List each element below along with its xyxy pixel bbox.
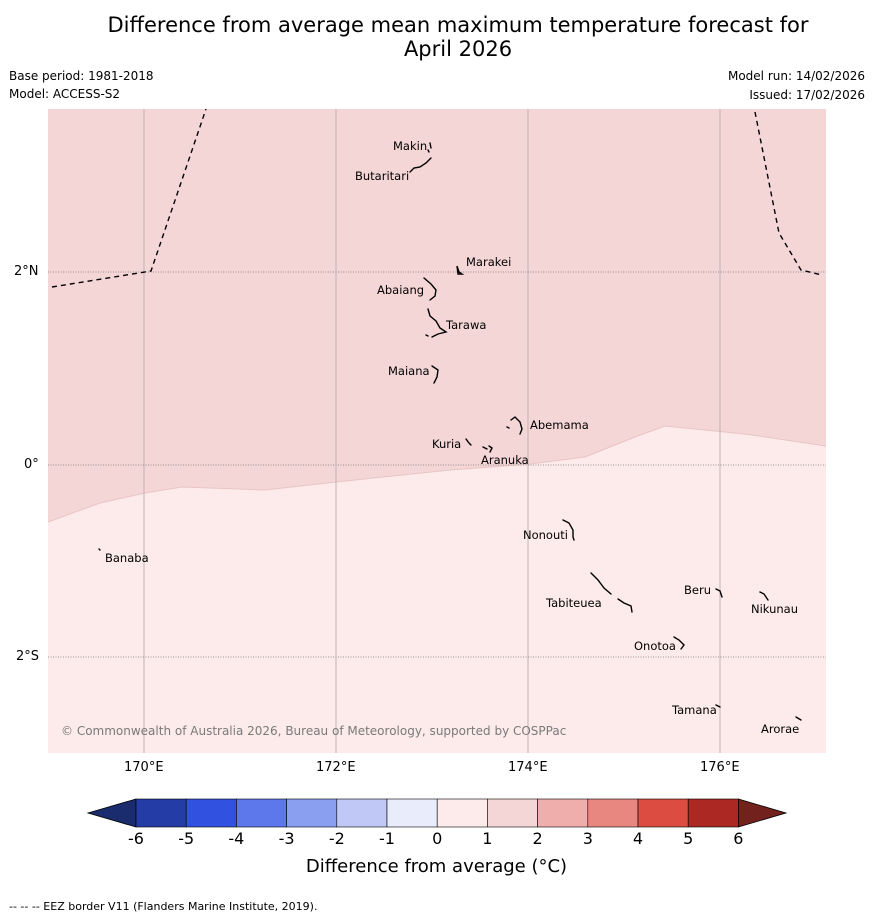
island-butaritari bbox=[409, 157, 432, 173]
eez-border-east bbox=[754, 111, 823, 276]
island-beru bbox=[715, 588, 723, 598]
colorbar-over-triangle bbox=[738, 798, 788, 828]
copyright-notice: © Commonwealth of Australia 2026, Bureau… bbox=[61, 724, 567, 738]
base-period: Base period: 1981-2018 bbox=[9, 69, 154, 83]
label-maiana: Maiana bbox=[388, 364, 430, 378]
colorbar-segment bbox=[236, 798, 287, 828]
island-kuria bbox=[465, 438, 472, 446]
map-title-line1: Difference from average mean maximum tem… bbox=[107, 13, 809, 37]
issued-date: Issued: 17/02/2026 bbox=[749, 88, 865, 102]
lon-label-170e: 170°E bbox=[124, 760, 164, 775]
colorbar-segment bbox=[537, 798, 589, 828]
colorbar-tick-label: -2 bbox=[328, 829, 345, 848]
colorbar-segment bbox=[386, 798, 438, 828]
island-arorae bbox=[795, 716, 802, 721]
lon-label-176e: 176°E bbox=[700, 760, 740, 775]
label-abemama: Abemama bbox=[530, 418, 589, 432]
model-name: Model: ACCESS-S2 bbox=[9, 87, 121, 101]
colorbar-tick-label: 3 bbox=[582, 829, 593, 848]
colorbar-segment bbox=[286, 798, 338, 828]
lon-label-174e: 174°E bbox=[508, 760, 548, 775]
label-arorae: Arorae bbox=[761, 722, 800, 736]
colorbar-segment bbox=[637, 798, 689, 828]
label-kuria: Kuria bbox=[432, 437, 462, 451]
island-abemama bbox=[506, 416, 523, 435]
lat-label-equator: 0° bbox=[24, 457, 39, 472]
colorbar-segment bbox=[687, 798, 739, 828]
eez-border-west bbox=[51, 109, 207, 288]
label-nonouti: Nonouti bbox=[523, 528, 568, 542]
zone-1-to-2 bbox=[48, 109, 826, 522]
label-tamana: Tamana bbox=[672, 703, 717, 717]
colorbar-segment bbox=[587, 798, 639, 828]
label-aranuka: Aranuka bbox=[481, 453, 529, 467]
label-marakei: Marakei bbox=[466, 255, 512, 269]
label-beru: Beru bbox=[684, 583, 711, 597]
label-makin: Makin bbox=[393, 139, 428, 153]
model-run-date: Model run: 14/02/2026 bbox=[727, 69, 865, 83]
colorbar-tick-label: -3 bbox=[278, 829, 295, 848]
label-tabiteuea: Tabiteuea bbox=[546, 596, 602, 610]
island-abaiang bbox=[423, 277, 437, 301]
colorbar-tick-label: 4 bbox=[632, 829, 644, 848]
colorbar-tick-label: 6 bbox=[733, 829, 744, 848]
lon-label-172e: 172°E bbox=[316, 760, 356, 775]
eez-footnote: -- -- -- EEZ border V11 (Flanders Marine… bbox=[9, 900, 318, 913]
label-onotoa: Onotoa bbox=[634, 639, 676, 653]
island-banaba bbox=[98, 548, 101, 551]
island-tamana bbox=[715, 704, 721, 708]
island-onotoa bbox=[673, 636, 685, 650]
colorbar-tick-label: -5 bbox=[178, 829, 195, 848]
colorbar-tick-label: 0 bbox=[432, 829, 443, 848]
lat-label-2s: 2°S bbox=[16, 649, 40, 664]
island-tarawa bbox=[425, 308, 448, 338]
label-banaba: Banaba bbox=[105, 551, 149, 565]
lat-label-2n: 2°N bbox=[14, 264, 39, 279]
island-nikunau bbox=[759, 591, 769, 601]
colorbar-tick-label: -6 bbox=[128, 829, 144, 848]
label-abaiang: Abaiang bbox=[377, 283, 425, 297]
island-tabiteuea bbox=[590, 572, 633, 613]
island-nonouti bbox=[562, 519, 575, 541]
label-tarawa: Tarawa bbox=[446, 318, 487, 332]
colorbar-segment bbox=[185, 798, 237, 828]
island-makin bbox=[427, 142, 432, 153]
colorbar-title: Difference from average (°C) bbox=[305, 856, 568, 877]
colorbar-under-triangle bbox=[86, 798, 137, 828]
island-marakei bbox=[456, 265, 465, 275]
colorbar-tick-label: 5 bbox=[683, 829, 694, 848]
colorbar-segment bbox=[487, 798, 538, 828]
zone-boundary bbox=[48, 425, 826, 523]
colorbar-segment bbox=[436, 798, 488, 828]
colorbar-segment bbox=[135, 798, 187, 828]
colorbar-segment bbox=[336, 798, 388, 828]
colorbar-tick-label: 2 bbox=[532, 829, 543, 848]
colorbar-tick-label: -4 bbox=[228, 829, 245, 848]
map-title-line2: April 2026 bbox=[403, 37, 513, 61]
label-butaritari: Butaritari bbox=[355, 169, 410, 183]
island-maiana bbox=[431, 365, 439, 384]
label-nikunau: Nikunau bbox=[751, 602, 799, 616]
island-aranuka bbox=[482, 445, 493, 453]
colorbar-tick-label: 1 bbox=[482, 829, 493, 848]
colorbar-tick-label: -1 bbox=[379, 829, 395, 848]
